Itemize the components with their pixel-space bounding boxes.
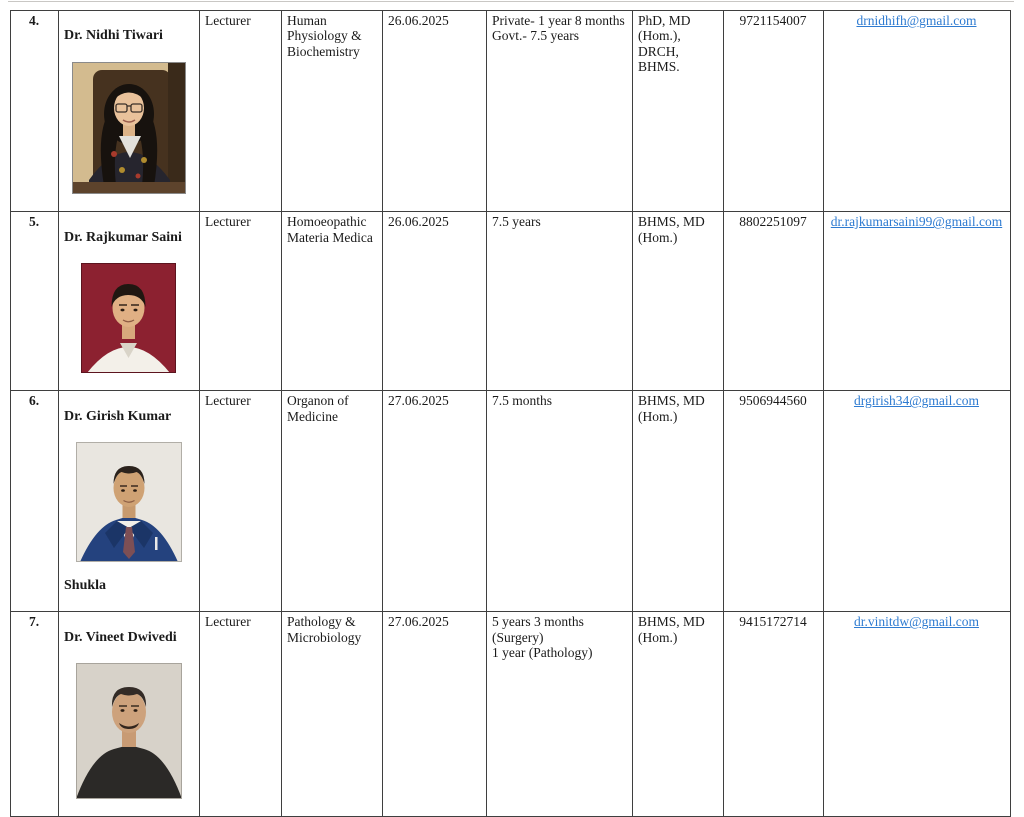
page-edge-hairline [8,1,1014,2]
name-photo-cell: Dr. Vineet Dwivedi [58,611,200,817]
experience-cell: 5 years 3 months (Surgery) 1 year (Patho… [486,611,633,817]
date-cell: 26.06.2025 [382,9,487,213]
qualification-cell: BHMS, MD (Hom.) [632,611,724,817]
email-link[interactable]: drgirish34@gmail.com [853,393,980,409]
name-photo-cell: Dr. Rajkumar Saini [58,211,200,392]
email-cell: dr.vinitdw@gmail.com [823,611,1011,817]
qualification-cell: BHMS, MD (Hom.) [632,390,724,613]
faculty-photo-dr-nidhi-tiwari [71,61,186,194]
email-link[interactable]: dr.vinitdw@gmail.com [854,614,979,630]
designation-cell: Lecturer [199,390,282,613]
qualification-cell: PhD, MD (Hom.), DRCH, BHMS. [632,9,724,213]
table-row: 5. Dr. Rajkumar Saini Lecturer Homoeopat… [10,211,1011,392]
designation-cell: Lecturer [199,611,282,817]
subject-cell: Human Physiology & Biochemistry [281,9,383,213]
designation-cell: Lecturer [199,211,282,392]
faculty-name: Dr. Girish Kumar [64,408,172,424]
designation-cell: Lecturer [199,9,282,213]
serial-number: 6. [10,390,59,613]
faculty-name: Dr. Nidhi Tiwari [64,28,163,44]
experience-cell: 7.5 years [486,211,633,392]
date-cell: 27.06.2025 [382,390,487,613]
faculty-table: 4. Dr. Nidhi Tiwari [10,9,1011,817]
faculty-photo-dr-girish-kumar-shukla [75,442,182,563]
email-cell: drnidhifh@gmail.com [823,9,1011,213]
email-link[interactable]: dr.rajkumarsaini99@gmail.com [830,214,1003,230]
faculty-photo-dr-rajkumar-saini [81,263,176,374]
email-cell: drgirish34@gmail.com [823,390,1011,613]
phone-cell: 8802251097 [723,211,824,392]
faculty-name: Dr. Rajkumar Saini [64,229,182,245]
phone-cell: 9721154007 [723,9,824,213]
serial-number: 5. [10,211,59,392]
subject-cell: Organon of Medicine [281,390,383,613]
email-link[interactable]: drnidhifh@gmail.com [856,13,977,28]
faculty-name-suffix: Shukla [64,577,107,593]
phone-cell: 9415172714 [723,611,824,817]
subject-cell: Pathology & Microbiology [281,611,383,817]
subject-cell: Homoeopathic Materia Medica [281,211,383,392]
phone-cell: 9506944560 [723,390,824,613]
qualification-cell: BHMS, MD (Hom.) [632,211,724,392]
email-cell: dr.rajkumarsaini99@gmail.com [823,211,1011,392]
name-photo-cell: Dr. Girish Kumar Shukla [58,390,200,613]
serial-number: 7. [10,611,59,817]
experience-cell: Private- 1 year 8 months Govt.- 7.5 year… [486,9,633,213]
table-row: 6. Dr. Girish Kumar Shukla [10,390,1011,613]
date-cell: 27.06.2025 [382,611,487,817]
name-photo-cell: Dr. Nidhi Tiwari [58,9,200,213]
date-cell: 26.06.2025 [382,211,487,392]
faculty-photo-dr-vineet-dwivedi [75,662,182,799]
faculty-name: Dr. Vineet Dwivedi [64,629,177,645]
table-row: 7. Dr. Vineet Dwivedi Lecturer Pathology… [10,611,1011,817]
table-row: 4. Dr. Nidhi Tiwari [10,9,1011,213]
serial-number: 4. [10,9,59,213]
experience-cell: 7.5 months [486,390,633,613]
